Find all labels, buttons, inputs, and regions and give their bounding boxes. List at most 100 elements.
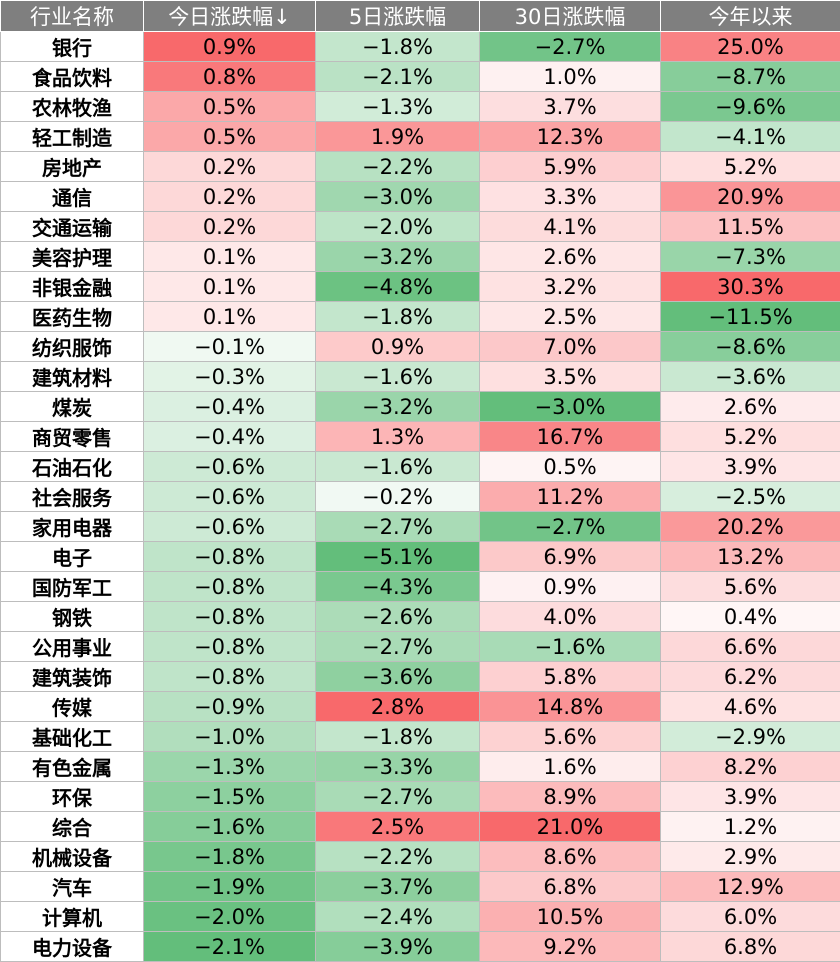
industry-name-cell: 医药生物 — [1, 302, 144, 332]
table-row: 建筑材料−0.3%−1.6%3.5%−3.6% — [1, 362, 840, 392]
ytd-change-cell: 25.0% — [661, 32, 840, 62]
today-change-cell: −0.8% — [144, 572, 316, 602]
ytd-change-cell: 6.6% — [661, 632, 840, 662]
ytd-change-cell: −9.6% — [661, 92, 840, 122]
industry-name-cell: 商贸零售 — [1, 422, 144, 452]
today-change-cell: −0.4% — [144, 422, 316, 452]
30-day-change-cell: 2.6% — [480, 242, 661, 272]
table-row: 机械设备−1.8%−2.2%8.6%2.9% — [1, 842, 840, 872]
table-row: 社会服务−0.6%−0.2%11.2%−2.5% — [1, 482, 840, 512]
table-row: 传媒−0.9%2.8%14.8%4.6% — [1, 692, 840, 722]
5-day-change-cell: 1.3% — [316, 422, 480, 452]
5-day-change-cell: −1.6% — [316, 452, 480, 482]
ytd-change-cell: 1.2% — [661, 812, 840, 842]
5-day-change-cell: −1.8% — [316, 32, 480, 62]
today-change-cell: −1.3% — [144, 752, 316, 782]
ytd-change-cell: 2.6% — [661, 392, 840, 422]
industry-name-cell: 家用电器 — [1, 512, 144, 542]
table-row: 电子−0.8%−5.1%6.9%13.2% — [1, 542, 840, 572]
table-row: 商贸零售−0.4%1.3%16.7%5.2% — [1, 422, 840, 452]
5-day-change-cell: −3.9% — [316, 932, 480, 962]
table-row: 计算机−2.0%−2.4%10.5%6.0% — [1, 902, 840, 932]
industry-name-cell: 农林牧渔 — [1, 92, 144, 122]
industry-name-cell: 公用事业 — [1, 632, 144, 662]
30-day-change-cell: 3.7% — [480, 92, 661, 122]
column-header-30-day-change[interactable]: 30日涨跌幅 — [480, 1, 661, 32]
5-day-change-cell: 1.9% — [316, 122, 480, 152]
today-change-cell: −1.9% — [144, 872, 316, 902]
today-change-cell: −0.6% — [144, 452, 316, 482]
today-change-cell: −2.0% — [144, 902, 316, 932]
30-day-change-cell: 0.5% — [480, 452, 661, 482]
industry-name-cell: 食品饮料 — [1, 62, 144, 92]
today-change-cell: 0.5% — [144, 92, 316, 122]
today-change-cell: −0.8% — [144, 662, 316, 692]
ytd-change-cell: −4.1% — [661, 122, 840, 152]
ytd-change-cell: 5.2% — [661, 152, 840, 182]
5-day-change-cell: −3.2% — [316, 392, 480, 422]
30-day-change-cell: 0.9% — [480, 572, 661, 602]
5-day-change-cell: −3.2% — [316, 242, 480, 272]
industry-name-cell: 美容护理 — [1, 242, 144, 272]
today-change-cell: 0.2% — [144, 182, 316, 212]
industry-name-cell: 电力设备 — [1, 932, 144, 962]
5-day-change-cell: −2.2% — [316, 152, 480, 182]
30-day-change-cell: 10.5% — [480, 902, 661, 932]
5-day-change-cell: −2.4% — [316, 902, 480, 932]
today-change-cell: −0.8% — [144, 632, 316, 662]
30-day-change-cell: −2.7% — [480, 32, 661, 62]
5-day-change-cell: −4.8% — [316, 272, 480, 302]
5-day-change-cell: −0.2% — [316, 482, 480, 512]
30-day-change-cell: 1.6% — [480, 752, 661, 782]
industry-name-cell: 环保 — [1, 782, 144, 812]
column-header-5-day-change[interactable]: 5日涨跌幅 — [316, 1, 480, 32]
table-row: 石油石化−0.6%−1.6%0.5%3.9% — [1, 452, 840, 482]
30-day-change-cell: −1.6% — [480, 632, 661, 662]
industry-name-cell: 钢铁 — [1, 602, 144, 632]
industry-name-cell: 银行 — [1, 32, 144, 62]
table-row: 综合−1.6%2.5%21.0%1.2% — [1, 812, 840, 842]
5-day-change-cell: −2.7% — [316, 632, 480, 662]
ytd-change-cell: −7.3% — [661, 242, 840, 272]
ytd-change-cell: 12.9% — [661, 872, 840, 902]
today-change-cell: −1.6% — [144, 812, 316, 842]
today-change-cell: 0.9% — [144, 32, 316, 62]
industry-name-cell: 综合 — [1, 812, 144, 842]
today-change-cell: −0.4% — [144, 392, 316, 422]
30-day-change-cell: 8.9% — [480, 782, 661, 812]
industry-name-cell: 纺织服饰 — [1, 332, 144, 362]
30-day-change-cell: −3.0% — [480, 392, 661, 422]
ytd-change-cell: −2.5% — [661, 482, 840, 512]
industry-name-cell: 机械设备 — [1, 842, 144, 872]
ytd-change-cell: 4.6% — [661, 692, 840, 722]
industry-name-cell: 通信 — [1, 182, 144, 212]
ytd-change-cell: 8.2% — [661, 752, 840, 782]
5-day-change-cell: −1.6% — [316, 362, 480, 392]
30-day-change-cell: 3.5% — [480, 362, 661, 392]
ytd-change-cell: 6.0% — [661, 902, 840, 932]
5-day-change-cell: −2.2% — [316, 842, 480, 872]
ytd-change-cell: 3.9% — [661, 782, 840, 812]
5-day-change-cell: −2.6% — [316, 602, 480, 632]
column-header-today-change[interactable]: 今日涨跌幅↓ — [144, 1, 316, 32]
table-row: 家用电器−0.6%−2.7%−2.7%20.2% — [1, 512, 840, 542]
table-row: 纺织服饰−0.1%0.9%7.0%−8.6% — [1, 332, 840, 362]
column-header-industry-name[interactable]: 行业名称 — [1, 1, 144, 32]
industry-name-cell: 汽车 — [1, 872, 144, 902]
industry-name-cell: 房地产 — [1, 152, 144, 182]
today-change-cell: −0.1% — [144, 332, 316, 362]
industry-name-cell: 石油石化 — [1, 452, 144, 482]
today-change-cell: −1.8% — [144, 842, 316, 872]
today-change-cell: 0.2% — [144, 212, 316, 242]
30-day-change-cell: 12.3% — [480, 122, 661, 152]
5-day-change-cell: −4.3% — [316, 572, 480, 602]
industry-name-cell: 建筑材料 — [1, 362, 144, 392]
table-row: 有色金属−1.3%−3.3%1.6%8.2% — [1, 752, 840, 782]
industry-name-cell: 非银金融 — [1, 272, 144, 302]
today-change-cell: 0.8% — [144, 62, 316, 92]
column-header-ytd-change[interactable]: 今年以来 — [661, 1, 840, 32]
